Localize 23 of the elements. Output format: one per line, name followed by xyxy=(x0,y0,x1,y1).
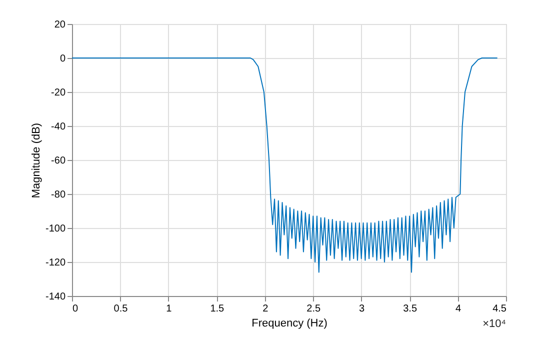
y-tick-label: -60 xyxy=(51,156,66,166)
text: ×10⁴ xyxy=(482,318,506,330)
y-tick-label: -140 xyxy=(45,292,66,302)
line-series xyxy=(72,58,498,273)
x-tick-label: 1.5 xyxy=(210,304,225,314)
y-tick-label: -120 xyxy=(45,258,66,268)
y-tick-label: -20 xyxy=(51,88,66,98)
y-tick-label: -80 xyxy=(51,190,66,200)
y-tick-label: 20 xyxy=(54,20,66,30)
x-tick-label: 3 xyxy=(359,304,366,314)
x-tick-label: 2 xyxy=(262,304,269,314)
x-tick-label: 4 xyxy=(455,304,462,314)
x-tick-label: 0 xyxy=(72,304,78,314)
y-tick-label: 0 xyxy=(60,54,66,64)
y-tick-label: -100 xyxy=(45,224,66,234)
y-tick-label: -40 xyxy=(51,122,66,132)
x-tick-label: 0.5 xyxy=(114,304,128,314)
x-tick-label: 1 xyxy=(166,304,172,314)
x-axis-title: Frequency (Hz) xyxy=(252,318,328,330)
y-axis-title: Magnitude (dB) xyxy=(30,122,42,198)
x-tick-label: 3.5 xyxy=(403,304,418,314)
x-tick-label: 4.5 xyxy=(492,304,507,314)
x-tick-label: 2.5 xyxy=(306,304,321,314)
